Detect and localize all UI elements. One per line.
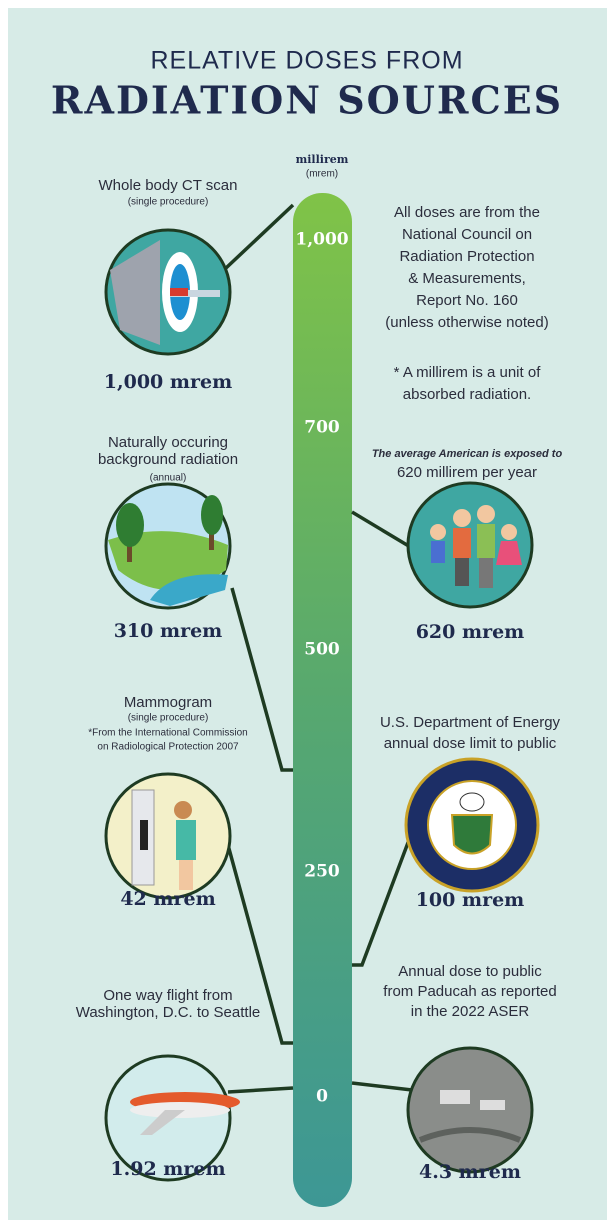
dose: 1.92 mrem (110, 1158, 225, 1180)
label: Whole body CT scan (99, 177, 238, 194)
site-photo (408, 1048, 532, 1172)
scale-tick: 700 (304, 418, 340, 438)
note-line: Radiation Protection (399, 248, 534, 265)
family-icon (408, 483, 532, 607)
label: One way flight from (103, 987, 232, 1004)
dose: 1,000 mrem (104, 371, 232, 393)
note-line: (unless otherwise noted) (385, 314, 548, 331)
label: U.S. Department of Energy (380, 714, 561, 731)
dose: 100 mrem (416, 889, 525, 911)
label: in the 2022 ASER (411, 1003, 530, 1020)
title-main: RADIATION SOURCES (51, 78, 563, 123)
scale-tick: 0 (316, 1087, 328, 1107)
note: (single procedure) (128, 197, 209, 208)
note-line: absorbed radiation. (403, 386, 531, 403)
scale-tick: 500 (304, 640, 340, 660)
scale-unit-abbr: (mrem) (306, 169, 338, 180)
note: (annual) (150, 473, 187, 484)
note-line: All doses are from the (394, 204, 540, 221)
label: annual dose limit to public (384, 735, 557, 752)
label: 620 millirem per year (397, 464, 537, 481)
note-line: National Council on (402, 226, 532, 243)
note: (single procedure) (128, 713, 209, 724)
label: Washington, D.C. to Seattle (76, 1004, 261, 1021)
scale-unit: millirem (296, 153, 349, 166)
scale-tick: 1,000 (295, 230, 348, 250)
doe-seal (406, 759, 538, 891)
infographic: RELATIVE DOSES FROM RADIATION SOURCES mi… (0, 0, 615, 1228)
label: from Paducah as reported (383, 983, 556, 1000)
intro: The average American is exposed to (372, 448, 563, 460)
scale-tick: 250 (304, 862, 340, 882)
title-top: RELATIVE DOSES FROM (150, 47, 463, 75)
note-line: Report No. 160 (416, 292, 518, 309)
note-line: * A millirem is a unit of (394, 364, 542, 381)
dose: 42 mrem (120, 888, 215, 910)
dose: 310 mrem (114, 620, 223, 642)
nature-icon (106, 484, 230, 608)
note-line: & Measurements, (408, 270, 526, 287)
note: on Radiological Protection 2007 (97, 742, 239, 753)
dose: 4.3 mrem (419, 1161, 521, 1183)
dose: 620 mrem (416, 621, 525, 643)
scale-bar (293, 193, 352, 1207)
label: Mammogram (124, 694, 212, 711)
ct-icon (106, 230, 230, 354)
label: Annual dose to public (398, 963, 542, 980)
label: Naturally occuring (108, 434, 228, 451)
mammogram-icon (106, 774, 230, 898)
note: *From the International Commission (88, 728, 248, 739)
label: background radiation (98, 451, 238, 468)
